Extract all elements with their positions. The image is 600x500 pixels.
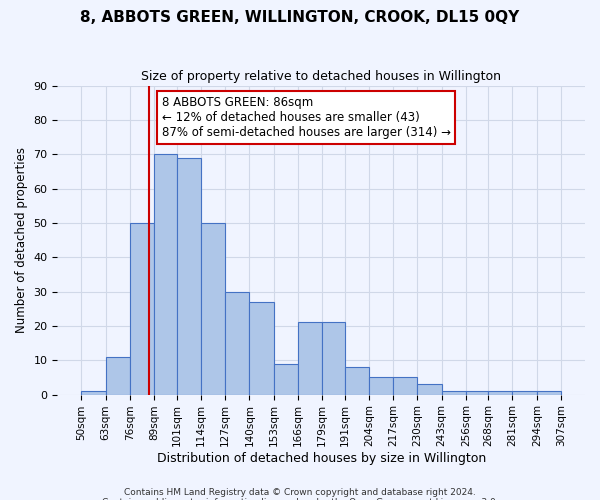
Bar (298, 322, 322, 394)
Bar (488, 391, 512, 394)
Bar (466, 391, 488, 394)
Bar (322, 322, 344, 394)
Title: Size of property relative to detached houses in Willington: Size of property relative to detached ho… (141, 70, 501, 83)
Bar (393, 378, 418, 394)
Text: 8 ABBOTS GREEN: 86sqm
← 12% of detached houses are smaller (43)
87% of semi-deta: 8 ABBOTS GREEN: 86sqm ← 12% of detached … (161, 96, 451, 139)
Bar (344, 367, 369, 394)
Bar (201, 223, 225, 394)
Bar (130, 223, 154, 394)
Text: Contains public sector information licensed under the Open Government Licence v : Contains public sector information licen… (101, 498, 499, 500)
Bar (442, 391, 466, 394)
Bar (274, 364, 298, 394)
X-axis label: Distribution of detached houses by size in Willington: Distribution of detached houses by size … (157, 452, 486, 465)
Bar (225, 292, 250, 395)
Bar (250, 302, 274, 394)
Bar (512, 391, 537, 394)
Bar (176, 158, 201, 394)
Bar (369, 378, 393, 394)
Y-axis label: Number of detached properties: Number of detached properties (15, 147, 28, 333)
Text: Contains HM Land Registry data © Crown copyright and database right 2024.: Contains HM Land Registry data © Crown c… (124, 488, 476, 497)
Bar (418, 384, 442, 394)
Bar (82, 391, 106, 394)
Bar (154, 154, 176, 394)
Bar (537, 391, 561, 394)
Text: 8, ABBOTS GREEN, WILLINGTON, CROOK, DL15 0QY: 8, ABBOTS GREEN, WILLINGTON, CROOK, DL15… (80, 10, 520, 25)
Bar (106, 357, 130, 395)
